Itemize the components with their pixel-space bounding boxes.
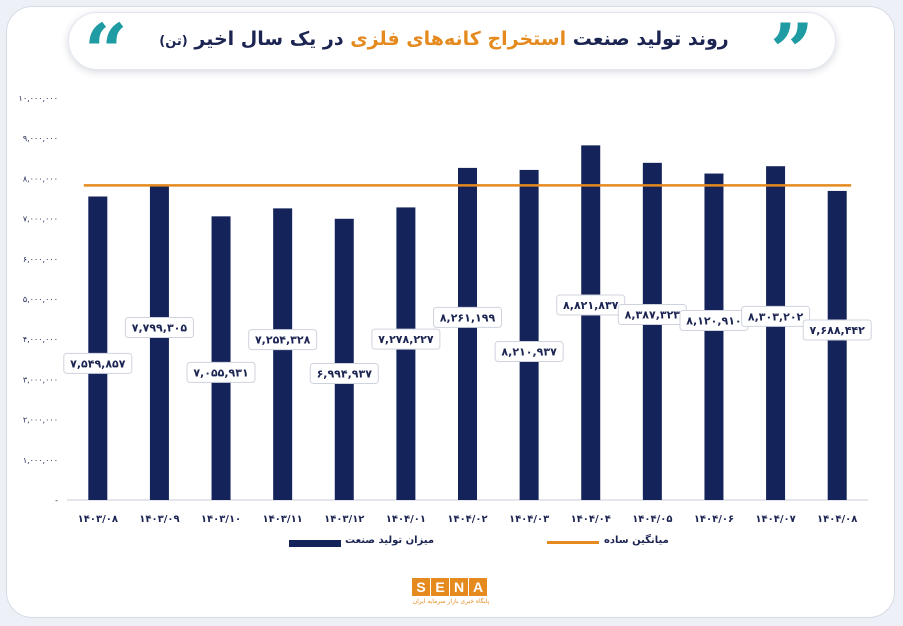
- quote-open-icon: “: [84, 7, 128, 96]
- bar: [149, 186, 169, 500]
- header-pill: [68, 12, 836, 70]
- x-tick-label: ۱۴۰۴/۰۴: [571, 514, 611, 525]
- y-tick-label: ۲,۰۰۰,۰۰۰: [23, 416, 58, 425]
- data-label: ۷,۷۹۹,۳۰۵: [132, 322, 188, 335]
- title-unit: (تن): [159, 34, 188, 49]
- x-tick-label: ۱۴۰۴/۰۳: [509, 514, 549, 525]
- data-label: ۸,۲۱۰,۹۳۷: [501, 345, 557, 358]
- title-part1: روند تولید صنعت: [572, 28, 729, 50]
- y-tick-label: ۵,۰۰۰,۰۰۰: [23, 295, 58, 304]
- data-label: ۸,۸۲۱,۸۳۷: [563, 299, 619, 312]
- y-tick-label: -: [55, 496, 58, 505]
- bar: [273, 208, 293, 500]
- data-label: ۷,۰۵۵,۹۳۱: [193, 366, 248, 379]
- data-label-box: [248, 329, 318, 351]
- y-tick-label: ۳,۰۰۰,۰۰۰: [23, 375, 58, 384]
- data-label: ۸,۳۸۷,۳۲۳: [625, 309, 681, 322]
- x-tick-label: ۱۴۰۴/۰۶: [694, 514, 734, 525]
- y-tick-label: ۱,۰۰۰,۰۰۰: [23, 456, 58, 465]
- y-tick-label: ۹,۰۰۰,۰۰۰: [23, 134, 58, 143]
- bar: [581, 145, 601, 500]
- bar: [458, 167, 477, 501]
- data-label-box: [124, 317, 194, 339]
- y-tick-label: ۴,۰۰۰,۰۰۰: [23, 335, 58, 344]
- data-label: ۷,۶۸۸,۴۴۲: [810, 324, 866, 337]
- sena-logo: S E N A: [412, 578, 488, 596]
- x-tick-label: ۱۴۰۴/۰۱: [386, 514, 426, 525]
- logo-letter: N: [450, 578, 468, 596]
- data-label: ۷,۲۵۴,۳۲۸: [255, 334, 311, 347]
- y-tick-label: ۶,۰۰۰,۰۰۰: [23, 255, 58, 264]
- logo-letter: S: [412, 578, 430, 596]
- legend-bar-label: میزان تولید صنعت: [345, 535, 435, 546]
- bar: [211, 216, 231, 501]
- data-label-box: [371, 328, 441, 350]
- data-label: ۸,۱۲۰,۹۱۰: [686, 314, 741, 327]
- logo-letter: A: [469, 578, 487, 596]
- title-part3: در یک سال اخیر: [194, 28, 344, 50]
- logo-letter: E: [431, 578, 449, 596]
- y-tick-label: ۸,۰۰۰,۰۰۰: [23, 174, 58, 183]
- data-label-box: [494, 340, 564, 362]
- x-tick-label: ۱۴۰۴/۰۲: [447, 514, 487, 525]
- plot-area: [14, 86, 878, 516]
- bar: [396, 207, 416, 500]
- bar: [642, 162, 662, 500]
- logo-subtitle: پایگاه خبری بازار سرمایه ایران: [412, 598, 490, 605]
- bar: [88, 196, 108, 501]
- title-highlight: استخراج کانه‌های فلزی: [350, 28, 567, 50]
- x-tick-label: ۱۴۰۳/۰۸: [78, 514, 118, 525]
- x-tick-label: ۱۴۰۳/۰۹: [139, 514, 179, 525]
- data-label-box: [186, 361, 256, 383]
- x-tick-label: ۱۴۰۴/۰۷: [755, 514, 795, 525]
- data-label-box: [309, 362, 379, 384]
- data-label-box: [802, 319, 872, 341]
- x-tick-label: ۱۴۰۳/۱۱: [263, 514, 303, 525]
- x-tick-label: ۱۴۰۴/۰۵: [632, 514, 672, 525]
- page-title: روند تولید صنعت استخراج کانه‌های فلزی در…: [150, 22, 738, 56]
- bar: [827, 190, 847, 501]
- y-tick-label: ۱۰,۰۰۰,۰۰۰: [19, 94, 58, 103]
- data-label: ۷,۵۴۹,۸۵۷: [70, 357, 126, 370]
- legend-bar-swatch: [289, 540, 341, 547]
- bar: [704, 173, 724, 500]
- quote-close-icon: ”: [770, 7, 814, 96]
- bar: [766, 166, 786, 500]
- data-label: ۷,۲۷۸,۲۲۷: [378, 333, 434, 346]
- data-label: ۸,۲۶۱,۱۹۹: [440, 311, 496, 324]
- data-label-box: [741, 305, 811, 327]
- bar: [334, 218, 354, 500]
- data-label: ۶,۹۹۴,۹۳۷: [317, 367, 373, 380]
- legend-line-swatch: [547, 541, 599, 544]
- bar: [519, 169, 539, 500]
- data-label-box: [433, 306, 502, 328]
- x-tick-label: ۱۴۰۳/۱۰: [201, 514, 241, 525]
- y-tick-label: ۷,۰۰۰,۰۰۰: [23, 215, 58, 224]
- legend-line-label: میانگین ساده: [604, 535, 669, 546]
- x-tick-label: ۱۴۰۳/۱۲: [324, 514, 364, 525]
- x-tick-label: ۱۴۰۴/۰۸: [817, 514, 857, 525]
- data-label-box: [63, 352, 133, 374]
- data-label: ۸,۳۰۳,۲۰۲: [748, 310, 804, 323]
